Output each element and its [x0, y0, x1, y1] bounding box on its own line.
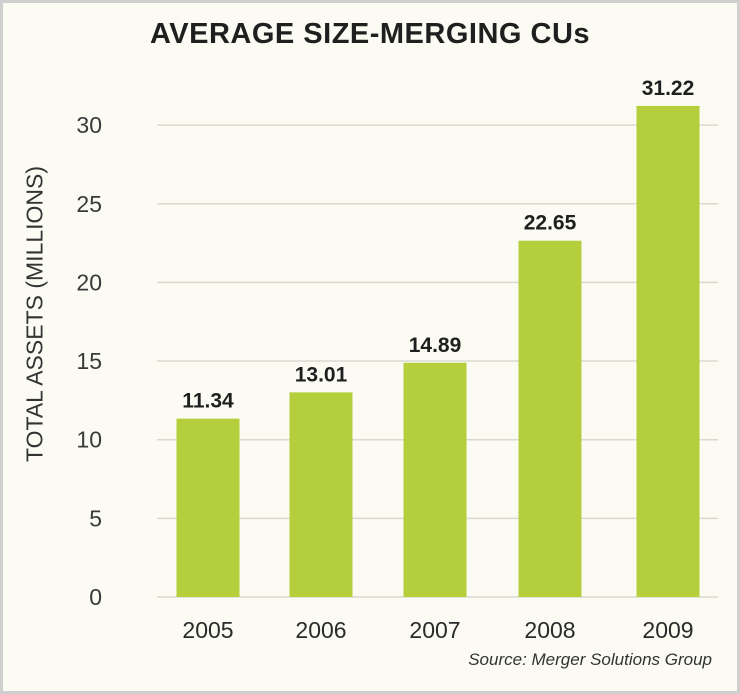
data-label-2005: 11.34: [182, 390, 234, 413]
data-label-2009: 31.22: [642, 77, 695, 100]
y-tick-label: 5: [89, 505, 102, 531]
y-tick-label: 10: [76, 427, 102, 453]
bar-2007: [403, 362, 467, 597]
y-axis-ticks: 0 5 10 15 20 25 30: [76, 112, 102, 610]
bar-2005: [176, 418, 240, 597]
x-tick-label-2006: 2006: [295, 617, 346, 643]
bar-2008: [518, 240, 582, 597]
x-tick-label-2007: 2007: [409, 617, 460, 643]
x-tick-label-2005: 2005: [182, 617, 233, 643]
bar-2006: [289, 392, 353, 597]
y-tick-label: 15: [76, 348, 102, 374]
data-label-2008: 22.65: [524, 212, 577, 235]
chart-title: AVERAGE SIZE-MERGING CUs: [149, 18, 591, 50]
data-label-2006: 13.01: [295, 363, 348, 386]
data-label-2007: 14.89: [409, 334, 462, 357]
bars: [176, 105, 700, 598]
source-note: Source: Merger Solutions Group: [468, 650, 712, 669]
y-tick-label: 25: [76, 191, 102, 217]
y-tick-label: 20: [76, 269, 102, 295]
x-tick-label-2008: 2008: [524, 617, 575, 643]
x-axis-ticks: 2005 2006 2007 2008 2009: [182, 617, 693, 643]
data-labels: 11.34 13.01 14.89 22.65 31.22: [182, 77, 694, 413]
x-tick-label-2009: 2009: [642, 617, 693, 643]
y-tick-label: 0: [89, 584, 102, 610]
bar-2009: [636, 105, 700, 598]
y-tick-label: 30: [76, 112, 102, 138]
